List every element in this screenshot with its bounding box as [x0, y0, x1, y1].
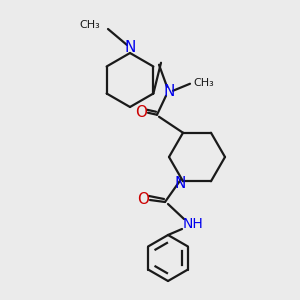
Text: CH₃: CH₃	[193, 78, 214, 88]
Text: N: N	[163, 84, 175, 99]
Text: N: N	[124, 40, 136, 55]
Text: NH: NH	[183, 217, 204, 231]
Text: N: N	[174, 176, 186, 191]
Text: O: O	[135, 105, 147, 120]
Text: O: O	[137, 191, 149, 206]
Text: CH₃: CH₃	[79, 20, 100, 30]
